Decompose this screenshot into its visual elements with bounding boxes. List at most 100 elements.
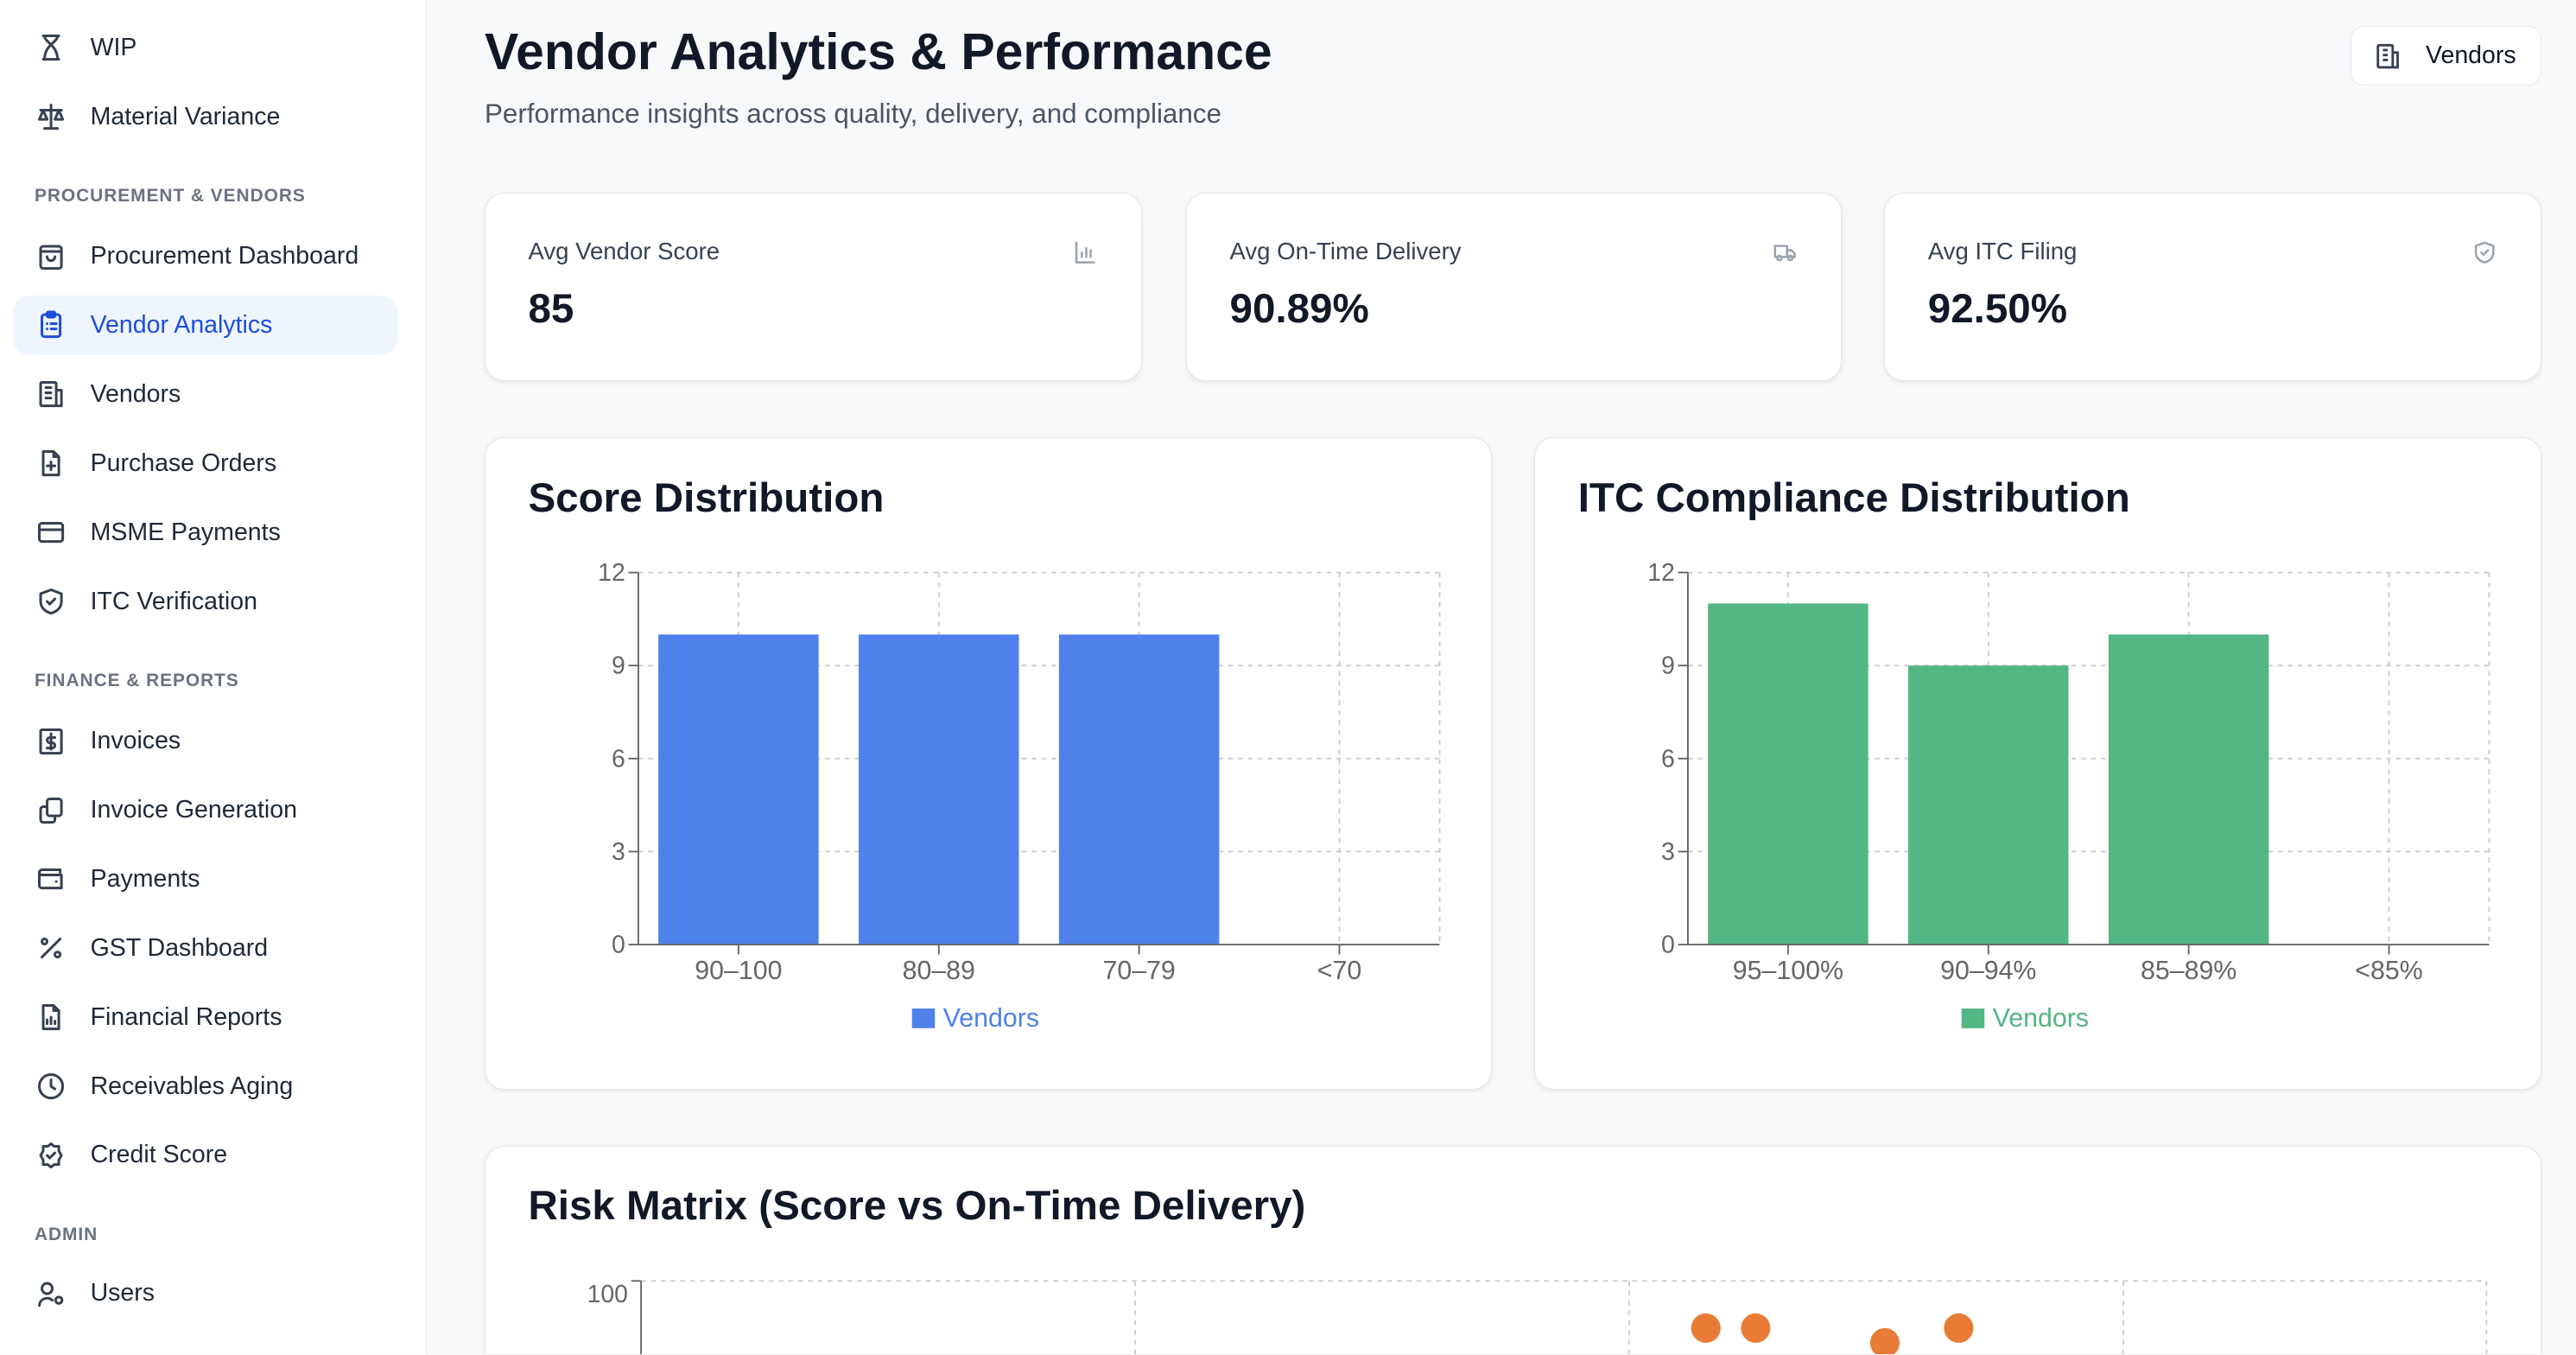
kpi-card-avg-itc-filing: Avg ITC Filing 92.50% [1884,192,2542,382]
x-tick-label: <70 [1317,957,1361,985]
sidebar-item-vendor-analytics[interactable]: Vendor Analytics [13,296,398,355]
y-tick-label: 100 [587,1280,628,1307]
y-tick-label: 0 [1661,931,1675,958]
sidebar-item-wip[interactable]: WIP [13,18,397,77]
sidebar-item-label: Material Variance [90,102,281,130]
y-tick-label: 9 [1661,652,1675,680]
file-chart-icon [35,1001,67,1034]
chart-title: Score Distribution [528,474,885,521]
scatter-point [1691,1313,1721,1343]
sidebar-item-label: Procurement Dashboard [90,242,359,270]
sidebar-item-payments[interactable]: Payments [13,849,397,908]
sidebar-item-label: MSME Payments [90,518,281,546]
sidebar-item-label: Users [90,1279,155,1307]
vendors-button-label: Vendors [2426,41,2516,70]
sidebar-item-msme-payments[interactable]: MSME Payments [13,503,397,562]
percent-icon [35,932,67,964]
sidebar-item-label: Invoice Generation [90,796,297,824]
bar [859,634,1019,945]
sidebar-item-label: Payments [90,864,200,893]
truck-icon [1772,239,1798,265]
y-tick-label: 0 [612,931,625,958]
sidebar-item-label: Credit Score [90,1141,228,1169]
bar [1058,634,1220,945]
sidebar-item-label: GST Dashboard [90,933,269,962]
scatter-point [1869,1327,1900,1355]
wallet-icon [35,862,67,895]
sidebar-item-label: Purchase Orders [90,448,277,477]
y-tick-label: 3 [1661,838,1675,866]
scatter-point [1741,1313,1771,1343]
sidebar-item-material-variance[interactable]: Material Variance [13,87,397,146]
sidebar-item-label: WIP [90,33,137,61]
sidebar-item-gst-dashboard[interactable]: GST Dashboard [13,919,397,977]
legend-swatch [911,1008,936,1028]
kpi-card-avg-vendor-score: Avg Vendor Score 85 [485,192,1142,382]
itc-compliance-chart: 0 3 6 9 12 95–100% 90–94% 85–89% <85% Vendors [1647,559,2490,1033]
page-title: Vendor Analytics & Performance [485,23,1272,80]
credit-card-icon [35,516,67,549]
y-tick-label: 12 [1647,559,1675,587]
bar-chart-icon [1072,239,1098,265]
sidebar-item-procurement-dashboard[interactable]: Procurement Dashboard [13,226,397,285]
sidebar-item-label: ITC Verification [90,587,257,615]
kpi-label: Avg Vendor Score [528,237,720,264]
y-tick-label: 9 [612,652,625,680]
score-distribution-card: Score Distribution 0 3 6 9 12 90–100 80–89 70–7… [485,436,1492,1090]
x-tick-label: 95–100% [1733,957,1843,985]
sidebar-item-receivables-aging[interactable]: Receivables Aging [13,1057,397,1116]
x-tick-label: 80–89 [903,957,975,985]
sidebar-section-title: ADMIN [34,1224,98,1244]
sidebar-item-users[interactable]: Users [13,1263,397,1322]
legend-label: Vendors [1993,1004,2089,1033]
hourglass-icon [35,31,67,64]
scatter-point [1944,1313,1974,1343]
scale-icon [35,100,67,133]
sidebar-item-invoice-generation[interactable]: Invoice Generation [13,780,397,839]
shield-check-icon [35,585,67,618]
kpi-label: Avg On-Time Delivery [1229,237,1462,264]
kpi-value: 90.89% [1229,286,1369,332]
sidebar-item-label: Invoices [90,727,181,755]
bar [1908,665,2069,945]
vendors-button[interactable]: Vendors [2351,26,2542,86]
shopping-bag-icon [35,240,67,273]
x-tick-label: 90–94% [1940,957,2036,985]
score-distribution-chart: 0 3 6 9 12 90–100 80–89 70–79 <70 Vendors [598,559,1441,1033]
file-plus-icon [35,447,67,480]
sidebar-item-itc-verification[interactable]: ITC Verification [13,572,397,631]
x-tick-label: <85% [2356,957,2423,985]
x-tick-label: 70–79 [1102,957,1175,985]
bar [2109,634,2269,945]
sidebar-item-label: Receivables Aging [90,1072,294,1100]
building-icon [35,378,67,410]
sidebar-item-credit-score[interactable]: Credit Score [13,1126,397,1185]
sidebar-section-title: FINANCE & REPORTS [34,670,239,690]
sidebar-item-purchase-orders[interactable]: Purchase Orders [13,434,397,493]
chart-title: ITC Compliance Distribution [1577,474,2130,521]
chart-title: Risk Matrix (Score vs On-Time Delivery) [528,1183,1306,1230]
y-tick-label: 6 [612,745,625,773]
sidebar-item-invoices[interactable]: Invoices [13,711,397,770]
bar [658,634,819,945]
badge-check-icon [35,1139,67,1172]
page-subtitle: Performance insights across quality, del… [485,99,1221,130]
user-cog-icon [35,1277,67,1310]
sidebar-section-title: PROCUREMENT & VENDORS [34,185,306,206]
itc-compliance-card: ITC Compliance Distribution 0 3 6 9 12 95–100… [1534,436,2542,1090]
risk-matrix-card: Risk Matrix (Score vs On-Time Delivery) … [485,1145,2542,1355]
clipboard-list-icon [35,309,67,342]
legend-label: Vendors [943,1004,1039,1033]
risk-matrix-chart: 100 [587,1279,2488,1355]
bar [1708,603,1869,945]
x-tick-label: 85–89% [2141,957,2237,985]
clock-icon [35,1070,67,1103]
sidebar: WIP Material Variance PROCUREMENT & VENDOR… [0,0,428,1355]
sidebar-item-label: Financial Reports [90,1002,282,1031]
sidebar-item-financial-reports[interactable]: Financial Reports [13,988,397,1046]
copy-files-icon [35,794,67,827]
sidebar-item-label: Vendor Analytics [90,311,273,340]
legend-swatch [1961,1008,1985,1028]
sidebar-item-vendors[interactable]: Vendors [13,365,397,423]
kpi-value: 92.50% [1927,286,2067,332]
